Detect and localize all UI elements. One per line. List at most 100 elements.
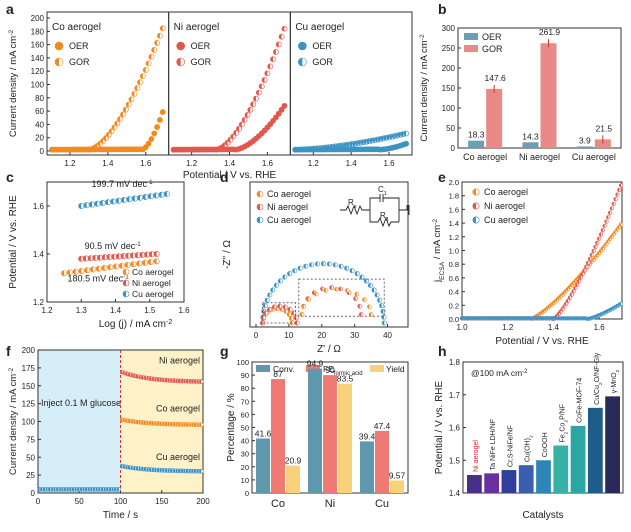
e-data-point <box>593 245 596 249</box>
c-data-point <box>110 198 114 205</box>
e-data-point <box>555 298 558 302</box>
f-data-point <box>74 487 77 492</box>
f-data-point <box>167 378 170 383</box>
d-data-point <box>277 278 283 284</box>
a-data-point <box>273 49 276 55</box>
e-data-point <box>606 215 611 220</box>
d-inset-point <box>320 286 323 291</box>
e-data-point <box>606 309 609 313</box>
e-data-point <box>564 289 567 293</box>
e-data-point <box>571 316 574 321</box>
d-data-point <box>292 268 295 273</box>
a-data-point <box>258 83 265 90</box>
c-data-point <box>163 191 170 198</box>
d-zoom-box <box>262 302 296 324</box>
c-data-point <box>121 197 125 203</box>
e-data-point <box>494 316 497 321</box>
a-data-point <box>278 34 282 40</box>
a-data-point <box>275 110 282 117</box>
d-data-point <box>297 265 301 271</box>
c-data-point <box>130 252 134 259</box>
a-ylabel: Current density / mA cm-2 <box>8 30 20 138</box>
a-data-point <box>100 138 104 144</box>
d-ylabel: -Z'' / Ω <box>222 239 233 269</box>
h-bar <box>518 465 534 493</box>
f-data-point <box>154 421 157 426</box>
a-data-point <box>278 107 285 113</box>
f-xtick-label: 200 <box>196 497 210 506</box>
d-inset-point <box>334 287 337 292</box>
d-data-point <box>267 292 270 298</box>
f-data-point <box>151 376 154 381</box>
f-data-point <box>141 375 144 380</box>
a-data-point <box>230 133 234 140</box>
d-inset-point <box>323 288 329 293</box>
c-data-point <box>90 266 94 273</box>
d-inset-point <box>329 285 332 290</box>
a-legend-oer: OER <box>312 41 332 51</box>
a-data-point <box>247 106 254 113</box>
a-data-point <box>261 77 268 83</box>
e-data-point <box>591 258 594 262</box>
a-data-point <box>143 67 146 73</box>
e-data-point <box>569 292 572 297</box>
f-data-point <box>178 378 181 383</box>
c-data-point <box>147 258 154 265</box>
f-data-point <box>103 487 106 492</box>
f-data-point <box>199 422 204 428</box>
a-data-point <box>278 33 285 40</box>
a-data-point <box>238 121 245 128</box>
a-data-point <box>131 90 138 97</box>
f-data-point <box>90 487 93 492</box>
e-legend-label: Co aerogel <box>484 187 528 197</box>
e-data-point <box>610 206 612 211</box>
f-ytick-label: 25 <box>26 471 35 480</box>
a-data-point <box>227 137 231 143</box>
a-data-point <box>360 139 364 145</box>
a-data-point <box>122 106 129 113</box>
e-data-point <box>542 316 545 321</box>
e-data-point <box>520 316 523 321</box>
d-legend-label: Co aerogel <box>267 189 311 199</box>
c-data-point <box>126 196 133 203</box>
d-inset-point <box>301 304 307 310</box>
a-data-point <box>270 56 274 62</box>
g-legend-swatch <box>306 365 320 372</box>
f-data-point <box>135 466 138 471</box>
e-data-point <box>611 201 614 206</box>
e-data-point <box>469 316 472 321</box>
d-inset-point <box>306 297 311 302</box>
c-data-point <box>144 251 148 258</box>
c-ytick-label: 1.4 <box>33 250 45 259</box>
f-data-point <box>120 417 123 422</box>
g-bar-label: 87 <box>273 369 283 379</box>
f-data-point <box>138 420 141 425</box>
d-inset-point <box>306 297 309 302</box>
e-data-point <box>551 301 554 306</box>
d-inset-point <box>367 304 370 309</box>
d-data-point <box>270 287 276 293</box>
e-data-point <box>463 316 466 321</box>
e-data-point <box>582 316 585 321</box>
e-data-point <box>577 316 580 321</box>
a-data-point <box>108 128 115 135</box>
f-data-point <box>133 419 136 424</box>
f-data-point <box>183 379 186 384</box>
a-xtick-label: 1.4 <box>102 159 114 168</box>
f-data-point <box>194 469 197 474</box>
c-data-point <box>119 263 122 269</box>
c-ytick-label: 1.6 <box>33 202 45 211</box>
f-data-point <box>56 487 59 492</box>
f-data-point <box>196 422 199 427</box>
e-data-point <box>476 316 479 321</box>
d-data-point <box>297 265 303 271</box>
a-data-point <box>134 85 138 91</box>
panel-label-f: f <box>6 343 11 359</box>
a-data-point <box>389 134 392 140</box>
g-bar <box>338 383 352 493</box>
e-ytick-label: 1.0 <box>449 247 459 256</box>
f-data-point <box>180 379 183 384</box>
e-xlabel: Potential / V vs. RHE <box>495 336 589 347</box>
f-data-point <box>162 378 165 383</box>
g-bar-label: 9.57 <box>389 470 406 480</box>
